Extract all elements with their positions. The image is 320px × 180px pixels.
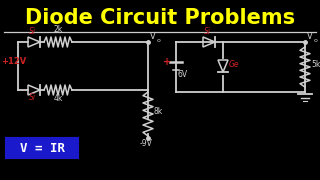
Text: Si: Si <box>28 93 36 102</box>
Bar <box>6 138 78 158</box>
Text: +: + <box>163 57 171 67</box>
Text: +12V: +12V <box>1 57 26 66</box>
Text: Si: Si <box>28 27 36 36</box>
Text: V: V <box>307 32 313 41</box>
Text: Si: Si <box>204 27 211 36</box>
Text: Diode Circuit Problems: Diode Circuit Problems <box>25 8 295 28</box>
Text: 8k: 8k <box>154 107 163 116</box>
Text: 2k: 2k <box>53 25 63 34</box>
Text: -9V: -9V <box>140 139 152 148</box>
Text: 4k: 4k <box>53 94 63 103</box>
Text: V: V <box>150 32 156 41</box>
Text: V = IR: V = IR <box>20 141 65 154</box>
Text: Ge: Ge <box>229 60 240 69</box>
Text: o: o <box>157 38 161 43</box>
Text: 6V: 6V <box>177 70 187 79</box>
Text: o: o <box>314 38 318 43</box>
Text: 5k: 5k <box>311 60 320 69</box>
